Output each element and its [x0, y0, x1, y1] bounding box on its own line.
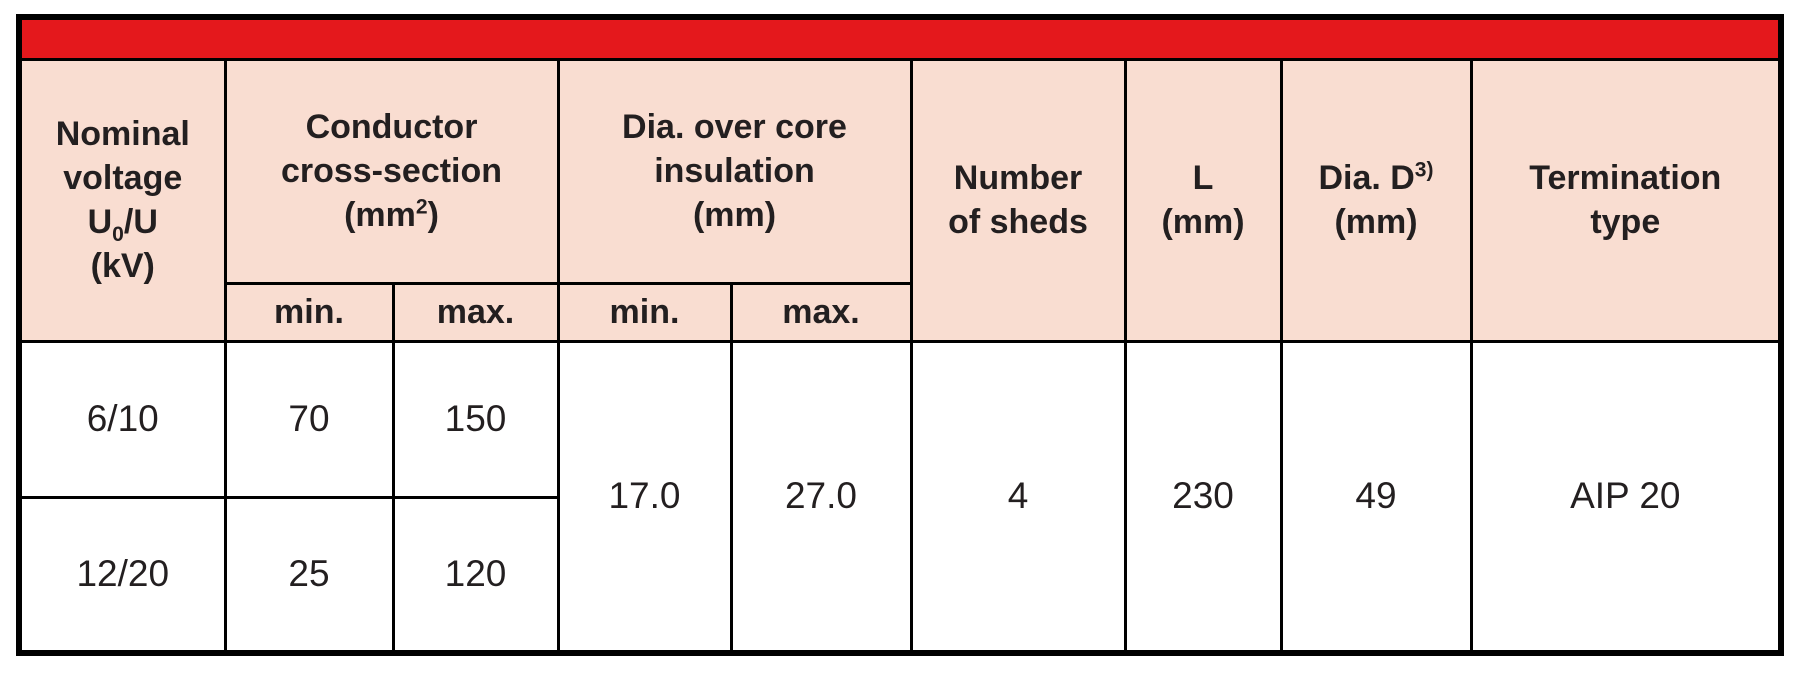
voltage-symbol-sub: 0 [112, 222, 124, 246]
header-conductor-line2: cross-section [280, 151, 503, 190]
red-accent-bar [17, 15, 1783, 61]
header-dia-over-core: Dia. over core insulation (mm) [556, 57, 913, 285]
table-row-6-10: 6/10 70 150 17.0 27.0 4 230 49 AIP 20 [17, 339, 1783, 655]
header-dia-core-unit: (mm) [692, 196, 777, 235]
header-conductor-unit: (mm2) [233, 193, 551, 237]
header-nominal-voltage-line1: Nominal [55, 114, 190, 153]
header-termination-line2: type [1590, 203, 1661, 241]
table-row-12-20: 12/20 25 120 [17, 495, 1781, 655]
red-accent-bar-cell [17, 15, 1783, 61]
header-termination-type: Termination type [1469, 57, 1783, 343]
cell-length-merged: 230 [1123, 339, 1283, 655]
cell-sheds-merged: 4 [909, 339, 1127, 655]
header-dia-core-line2: insulation [654, 151, 815, 190]
header-termination-line1: Termination [1529, 158, 1722, 197]
header-dia-d-unit: (mm) [1334, 203, 1418, 241]
header-nominal-voltage-unit: (kV) [90, 247, 155, 286]
header-conductor-cross-section: Conductor cross-section (mm2) [223, 57, 560, 285]
cell-conductor-min-row2: 25 [223, 495, 395, 655]
header-dia-core-line1: Dia. over core [622, 107, 847, 146]
datasheet-table-container: Nominal voltage U0/U (kV) Conductor cros… [16, 14, 1785, 656]
cell-voltage-row1: 6/10 [17, 339, 227, 499]
header-dia-min: min. [556, 281, 733, 343]
cell-voltage-row2: 12/20 [17, 495, 227, 655]
header-row-main: Nominal voltage U0/U (kV) Conductor cros… [17, 57, 1783, 343]
voltage-symbol-u: U [87, 203, 113, 241]
cell-dia-max-merged: 27.0 [729, 339, 913, 655]
header-length-unit: (mm) [1161, 203, 1245, 241]
conductor-unit-pre: (mm [344, 196, 416, 235]
header-dia-d: Dia. D3) (mm) [1279, 57, 1473, 343]
header-conductor-max: max. [391, 281, 560, 343]
voltage-symbol-rest: /U [123, 203, 158, 241]
header-sheds-line1: Number [953, 158, 1083, 197]
conductor-unit-sup: 2 [415, 195, 428, 219]
cell-dia-d-merged: 49 [1279, 339, 1473, 655]
header-nominal-voltage-line2: voltage [63, 158, 183, 197]
dia-d-text: Dia. D [1318, 158, 1415, 197]
header-nominal-voltage: Nominal voltage U0/U (kV) [17, 57, 227, 343]
header-row-minmax: min. max. min. max. [19, 281, 1781, 343]
header-dia-d-symbol: Dia. D3) [1289, 156, 1464, 200]
header-nominal-voltage-symbol: U0/U [28, 200, 218, 246]
header-length: L (mm) [1123, 57, 1283, 343]
conductor-unit-post: ) [427, 196, 439, 235]
cell-conductor-min-row1: 70 [223, 339, 395, 499]
header-sheds-line2: of sheds [948, 203, 1088, 241]
header-conductor-min: min. [223, 281, 395, 343]
dia-d-footnote-marker: 3) [1414, 158, 1434, 182]
cell-conductor-max-row1: 150 [391, 339, 560, 499]
cell-dia-min-merged: 17.0 [556, 339, 733, 655]
cell-conductor-max-row2: 120 [391, 495, 560, 655]
termination-spec-table: Nominal voltage U0/U (kV) Conductor cros… [16, 14, 1785, 656]
header-dia-max: max. [729, 281, 913, 343]
header-conductor-line1: Conductor [305, 107, 478, 146]
cell-termination-merged: AIP 20 [1469, 339, 1783, 655]
header-number-of-sheds: Number of sheds [909, 57, 1127, 343]
header-length-symbol: L [1192, 158, 1214, 197]
